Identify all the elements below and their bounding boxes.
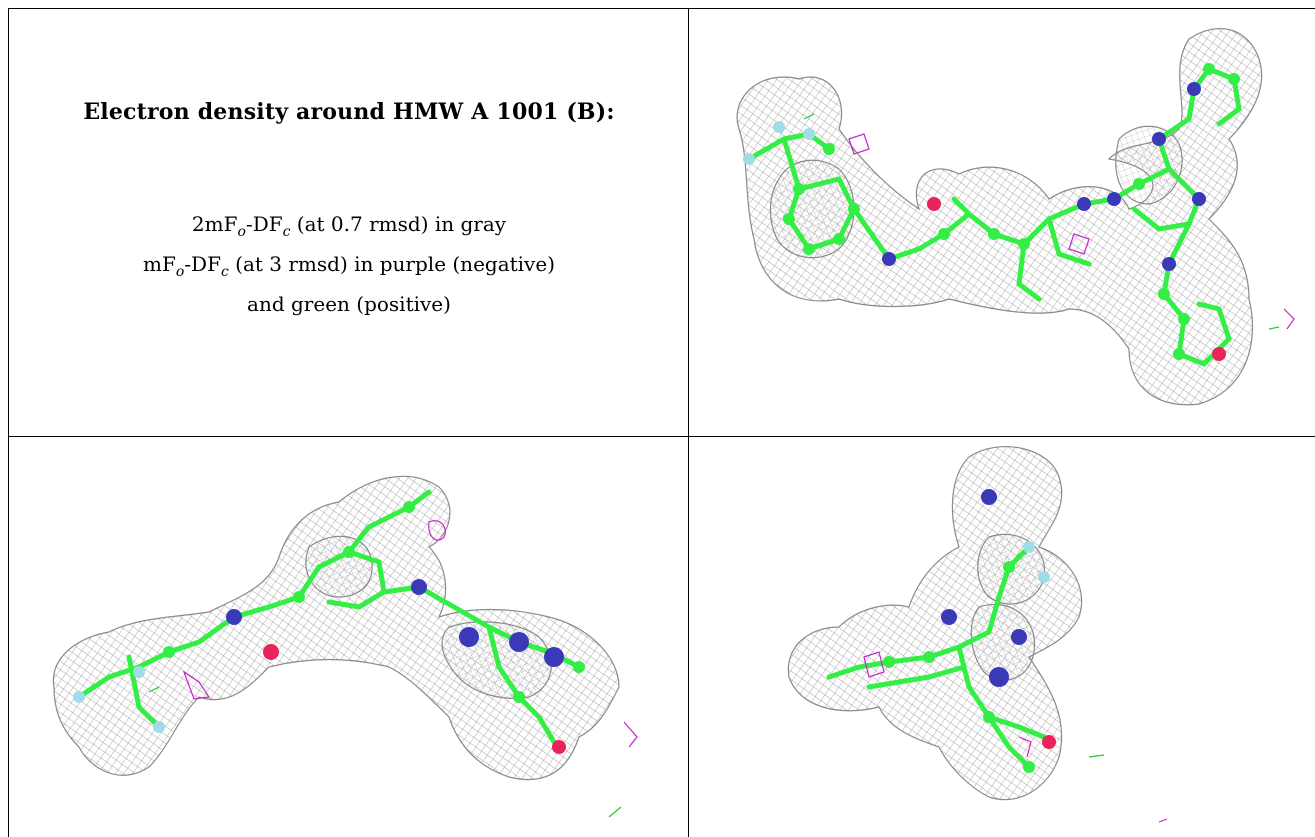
caption-line-green: and green (positive) [247,292,451,316]
molecule-view-bottom-right [689,437,1315,837]
gray-density-mesh [736,28,1263,406]
molecule-view-top-right [689,9,1315,436]
figure-caption: 2mFo-DFc (at 0.7 rmsd) in gray mFo-DFc (… [9,204,688,324]
table-border-center [688,8,689,837]
gray-density-mesh [52,475,620,781]
molecule-atoms [73,501,585,754]
molecule-atoms [743,63,1240,361]
difference-density-blobs [803,113,1295,330]
table-border-top [8,8,1315,9]
gray-density-mesh [787,446,1083,801]
difference-density-blobs [863,651,1168,823]
table-border-middle [8,436,1315,437]
table-border-left [8,8,9,837]
density-render-3 [787,446,1168,823]
difference-density-blobs [148,520,638,818]
caption-line-2mfo: 2mFo-DFc (at 0.7 rmsd) in gray [191,212,507,240]
density-render-2 [52,475,638,818]
density-render-1 [736,28,1295,406]
caption-line-mfo: mFo-DFc (at 3 rmsd) in purple (negative) [143,252,555,280]
caption-cell: Electron density around HMW A 1001 (B): … [9,9,688,436]
figure-title: Electron density around HMW A 1001 (B): [83,99,615,125]
molecule-atoms [883,489,1056,773]
figure-table: Electron density around HMW A 1001 (B): … [8,8,1315,837]
molecule-view-bottom-left [9,437,688,837]
